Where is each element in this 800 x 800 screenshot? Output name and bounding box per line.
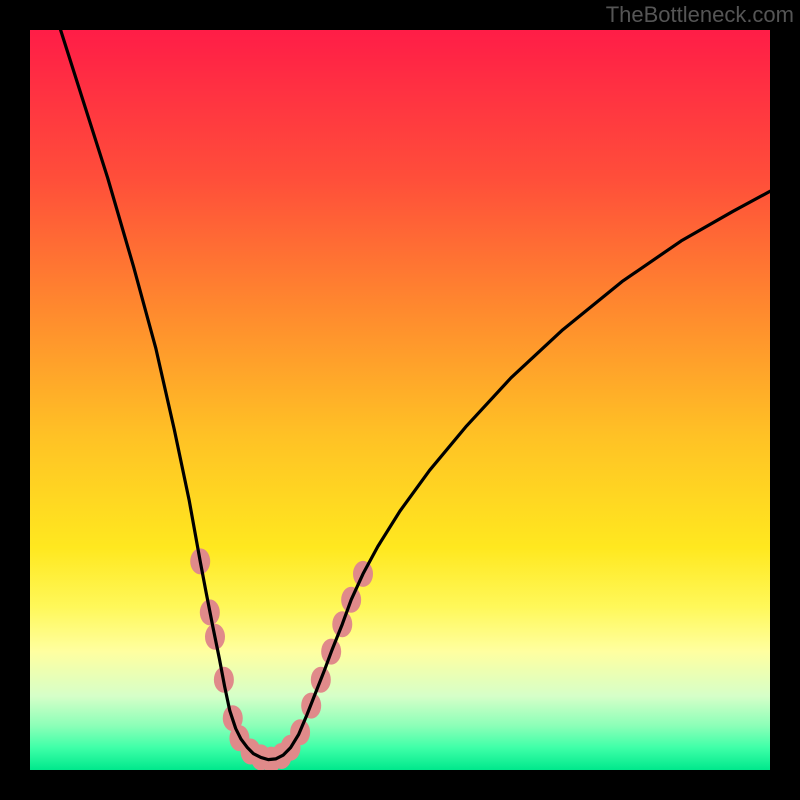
chart-frame: TheBottleneck.com [0,0,800,800]
curve-layer [30,30,770,770]
plot-area [30,30,770,770]
bottleneck-curve [56,30,770,760]
marker-dots [190,548,373,770]
watermark-text: TheBottleneck.com [606,2,794,28]
